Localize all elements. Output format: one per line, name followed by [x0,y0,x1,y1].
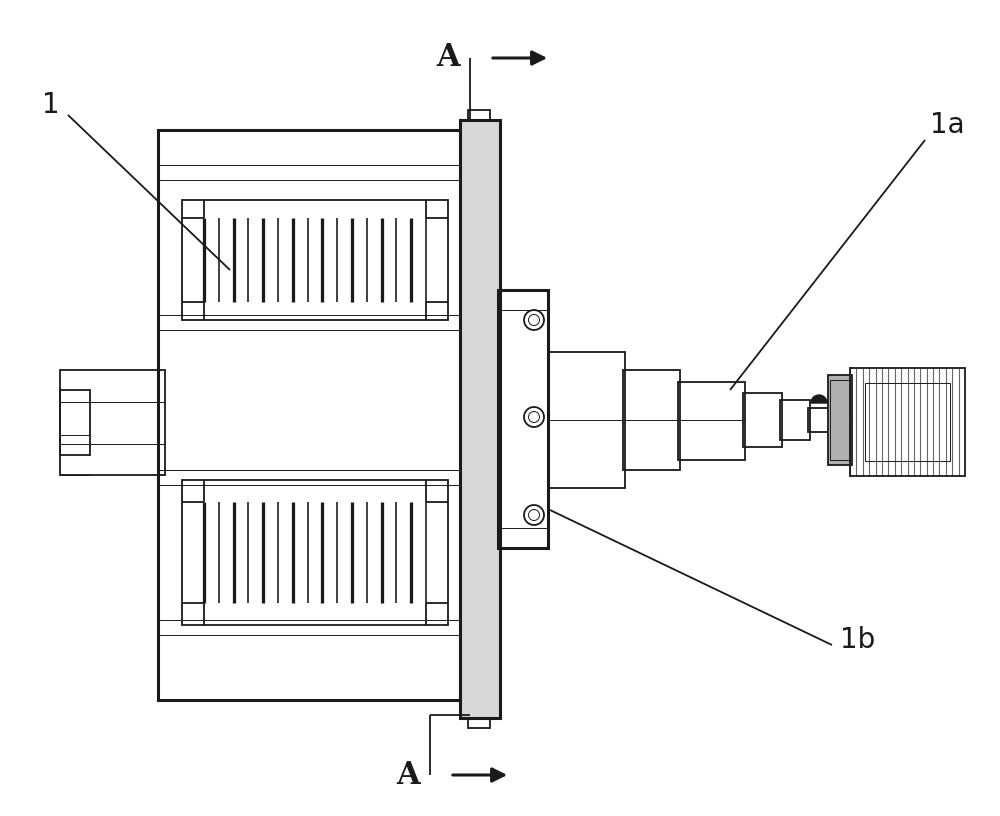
Text: A: A [436,42,460,73]
Bar [548,352,625,488]
Text: 1: 1 [42,91,60,119]
Bar [182,480,448,625]
Bar [850,368,965,476]
Bar [830,380,850,460]
Text: 1a: 1a [930,111,965,139]
Bar [468,718,490,728]
Text: 1b: 1b [840,626,875,654]
Bar [158,130,460,700]
Bar [743,393,782,447]
Bar [828,375,852,465]
Bar [498,290,548,548]
Text: A: A [396,760,420,791]
Bar [865,383,950,461]
Bar [678,382,745,460]
Bar [808,408,830,432]
Bar [60,390,90,455]
Bar [182,200,448,320]
Bar [468,110,490,120]
Bar [623,370,680,470]
Bar [60,370,165,475]
Bar [780,400,810,440]
Bar [460,120,500,718]
Wedge shape [811,395,827,403]
